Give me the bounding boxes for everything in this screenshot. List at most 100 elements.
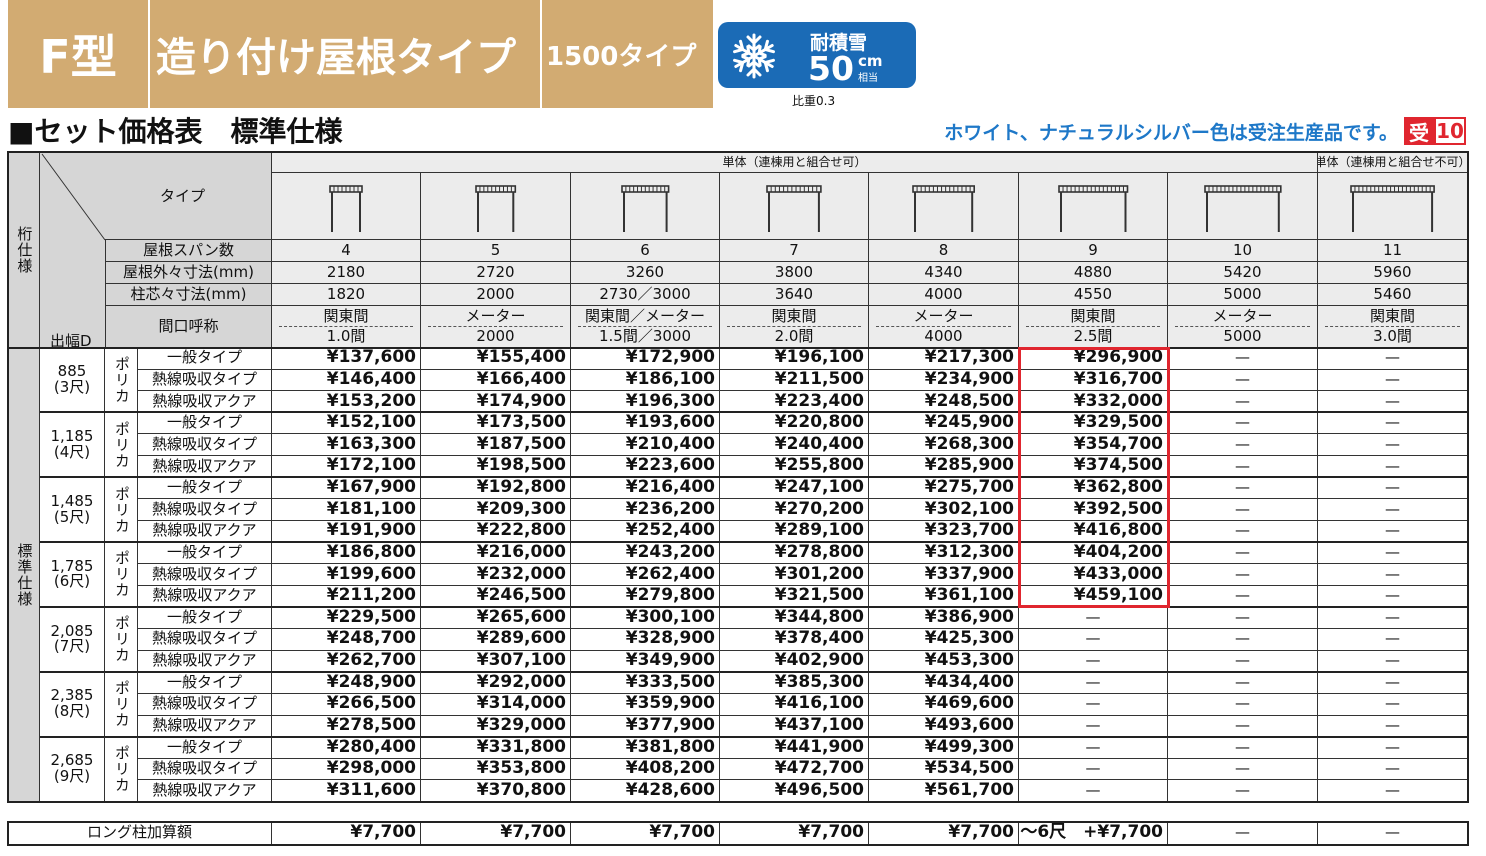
price: ¥187,500 [421,434,571,457]
price: ¥186,800 [272,542,421,565]
spec-label: 桁仕様 [8,152,40,348]
price: ¥248,900 [272,672,421,694]
model: F型 [39,30,117,84]
price: — [1019,672,1168,694]
spec-value: 2180 [272,262,421,284]
price: ¥378,400 [720,629,869,651]
group-header: 単体（連棟用と組合せ不可） [1318,152,1468,173]
price: ¥193,600 [571,412,720,435]
group-separator [40,670,1468,673]
depth: 2,085 [50,621,94,640]
price: ¥300,100 [571,607,720,630]
badge-unit: cm [858,52,883,70]
spec-value: 2730／3000 [571,284,720,306]
frame-icon-cell [571,173,720,240]
price: — [1168,629,1318,651]
spec-value: 8 [869,240,1019,262]
spec-value: 7 [720,240,869,262]
type-label: タイプ [160,187,206,205]
depth-shaku: (6尺) [53,572,91,591]
frontage-cell: 関東間／メーター 1.5間／3000 [571,306,720,348]
type-name: 一般タイプ [138,412,272,435]
group-header: 単体（連棟用と組合せ可） [272,152,1318,173]
price: ¥289,600 [421,629,571,651]
spec-value: 2720 [421,262,571,284]
depth-cell: 2,685 (9尺) [40,737,105,802]
price: — [1168,348,1318,370]
spec-value: 9 [1019,240,1168,262]
frontage-top: 関東間／メーター [578,308,712,327]
frame-icon [1350,185,1435,232]
frame-icon [620,185,670,232]
price: ¥192,800 [421,477,571,500]
table-frame [7,151,1469,803]
frontage-bottom: 5000 [1223,326,1262,345]
frame-icon [475,185,516,232]
notice: ホワイト、ナチュラルシルバー色は受注生産品です。 [944,122,1398,144]
frame-icon-cell [1168,173,1318,240]
group-separator [40,541,1468,544]
price: — [1019,693,1168,716]
frontage-top: 関東間 [727,308,861,327]
price: ¥166,400 [421,369,571,392]
depth: 2,685 [50,751,94,770]
price: ¥314,000 [421,693,571,716]
price: ¥292,000 [421,672,571,694]
price: ¥146,400 [272,369,421,392]
notice-mark: 受 [1404,117,1434,145]
frontage-top: 関東間 [279,308,413,327]
price: ¥186,100 [571,369,720,392]
frontage-bottom: 2.5間 [1073,326,1113,345]
corner-left [40,152,105,348]
frontage-bottom: 1.5間／3000 [598,326,692,345]
price: ¥298,000 [272,758,421,781]
price: ¥333,500 [571,672,720,694]
price: ¥331,800 [421,737,571,759]
frame-icon-cell [272,173,421,240]
frontage-top: 関東間 [1325,308,1460,327]
frame-icon-cell [421,173,571,240]
frame-icon [329,185,363,232]
spec-value: 1820 [272,284,421,306]
spec-value: 4000 [869,284,1019,306]
section-title: ■セット価格表 標準仕様 [8,115,343,148]
spec-value: 4550 [1019,284,1168,306]
title: 造り付け屋根タイプ [156,35,516,81]
price: — [1019,737,1168,759]
type-name: 熱線吸収タイプ [138,629,272,651]
depth-shaku: (8尺) [53,702,91,721]
frontage-cell: メーター 4000 [869,306,1019,348]
price: — [1019,758,1168,781]
row-label: 屋根外々寸法(mm) [105,262,272,284]
price: ¥172,900 [571,348,720,370]
price: — [1168,369,1318,392]
price: — [1168,434,1318,457]
price: ¥344,800 [720,607,869,630]
group-separator [40,476,1468,479]
price: ¥416,100 [720,693,869,716]
price: ¥173,500 [421,412,571,435]
model-box: F型 [8,0,148,108]
long-post-frame [7,821,1469,846]
frame-icon [1203,185,1282,232]
depth-shaku: (3尺) [53,377,91,396]
price: ¥216,400 [571,477,720,500]
type-name: 熱線吸収タイプ [138,693,272,716]
frame-icon-cell [1318,173,1468,240]
frontage-top: メーター [1175,308,1310,327]
price: ¥434,400 [869,672,1019,694]
type-name: 一般タイプ [138,348,272,370]
price: ¥137,600 [272,348,421,370]
price: — [1168,737,1318,759]
price: ¥278,800 [720,542,869,565]
type-name: 熱線吸収タイプ [138,369,272,392]
price: ¥181,100 [272,499,421,521]
group-separator [40,735,1468,738]
type-name: 一般タイプ [138,607,272,630]
highlight-box [1018,347,1170,609]
subtype-box: 1500タイプ [542,0,713,108]
price: ¥301,200 [720,564,869,586]
price: ¥270,200 [720,499,869,521]
depth-cell: 1,185 (4尺) [40,412,105,478]
notice-number: 10 [1434,117,1466,145]
